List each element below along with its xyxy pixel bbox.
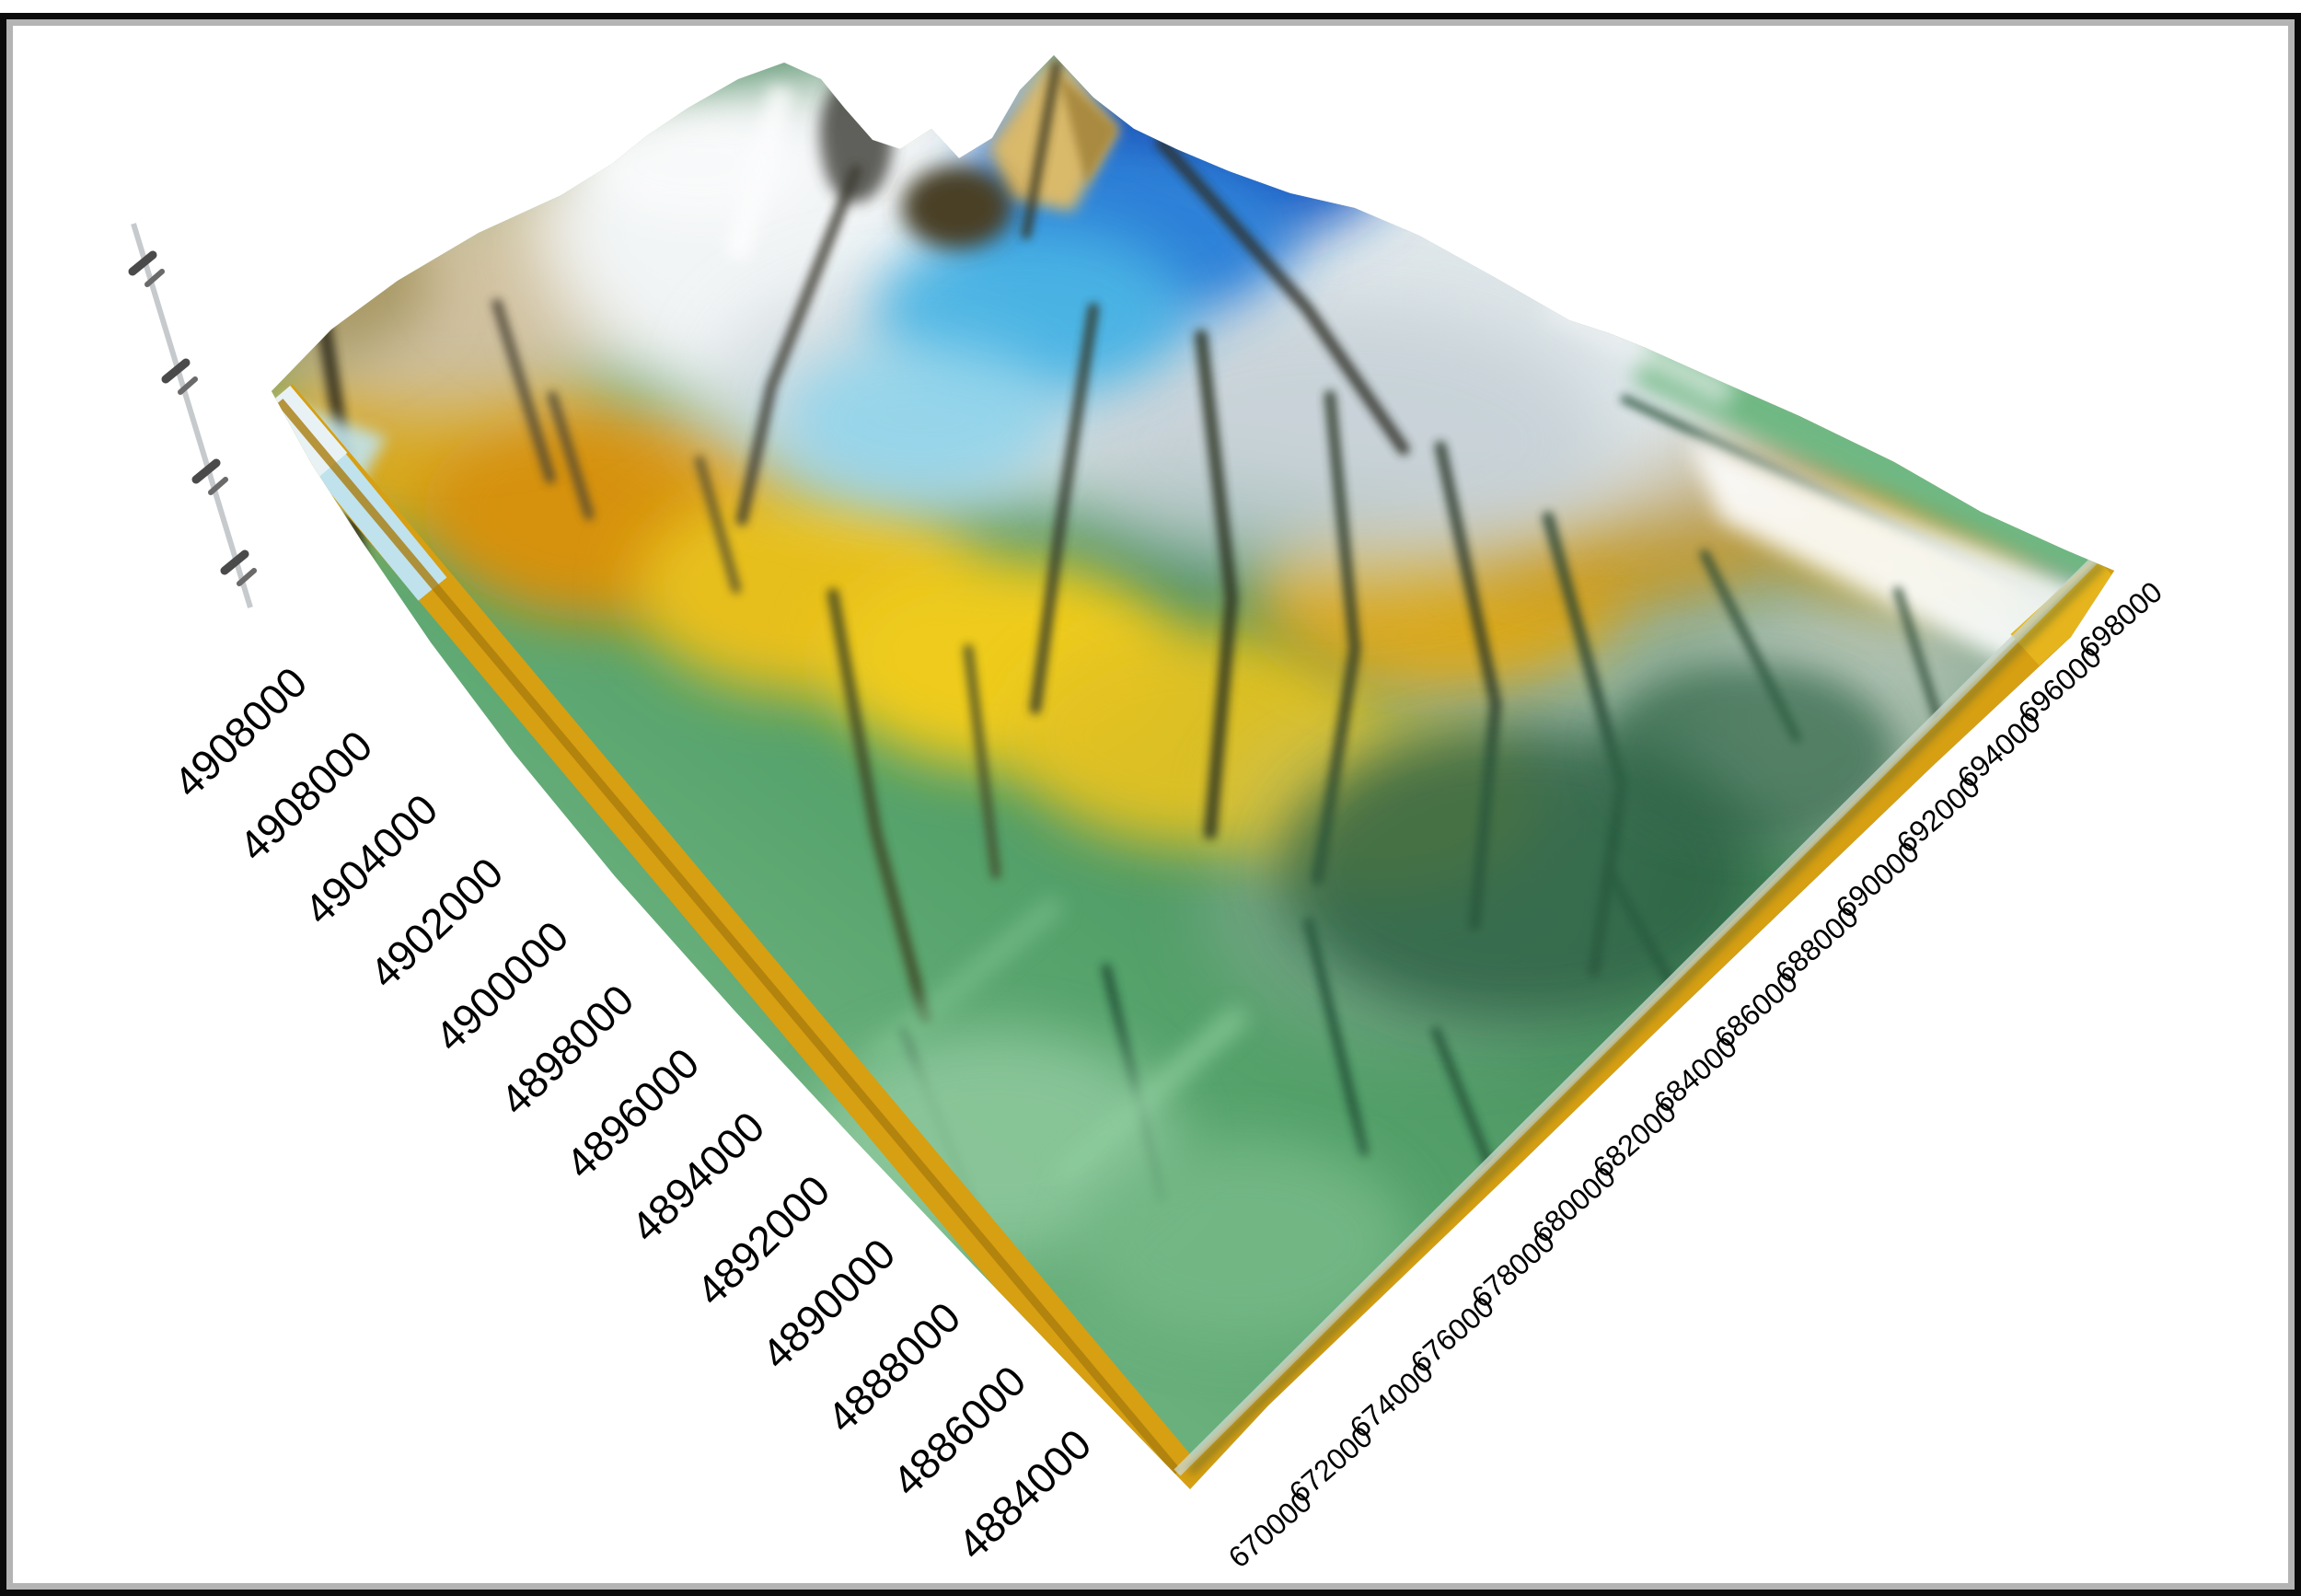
wall-southwest-shadow — [276, 399, 1191, 1486]
elevation-tick-mark — [220, 549, 249, 575]
elevation-axis — [128, 223, 257, 608]
elevation-tick-mark — [191, 458, 221, 484]
elevation-tick-mark-minor — [237, 568, 257, 586]
elevation-axis-ticks — [128, 250, 257, 586]
terrain-foreground-green — [810, 663, 1896, 1344]
wall-southeast-rim — [1174, 553, 2101, 1476]
elevation-tick-mark-minor — [178, 376, 198, 395]
elevation-tick-mark-minor — [145, 269, 165, 287]
terrain-hidden-valley-gap — [1687, 437, 2112, 695]
terrain-far-peak — [819, 55, 1118, 249]
elevation-axis-line — [131, 223, 253, 608]
elevation-tick-mark — [161, 358, 191, 384]
elevation-tick-mark — [128, 250, 157, 276]
wall-southeast-bright — [2010, 557, 2114, 665]
wall-southeast-edge-line — [1187, 561, 2106, 1475]
elevation-tick-mark-minor — [208, 477, 228, 495]
